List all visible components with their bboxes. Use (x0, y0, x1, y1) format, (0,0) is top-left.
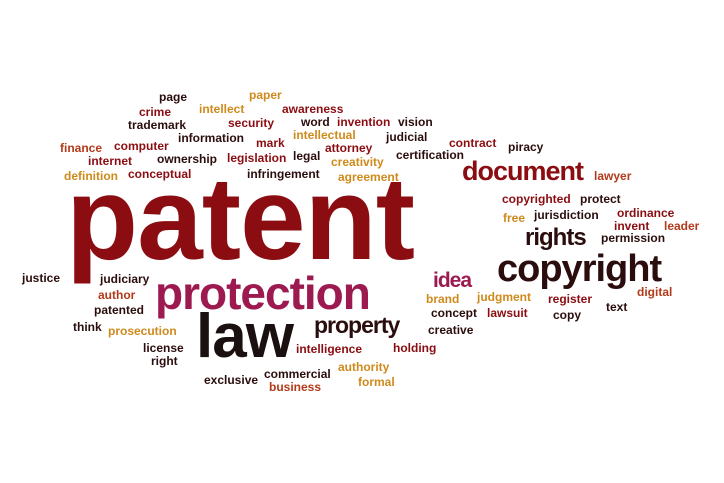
word-patented: patented (94, 303, 145, 317)
word-document: document (462, 156, 584, 186)
word-business: business (269, 380, 322, 394)
word-lawsuit: lawsuit (487, 306, 528, 320)
word-invention: invention (337, 115, 391, 129)
word-jurisdiction: jurisdiction (534, 208, 599, 222)
word-author: author (98, 288, 136, 302)
word-lawyer: lawyer (594, 169, 632, 183)
word-rights: rights (525, 224, 587, 251)
word-license: license (143, 341, 184, 355)
word-infringement: infringement (247, 167, 320, 181)
word-intelligence: intelligence (296, 342, 363, 356)
word-patent: patent (66, 153, 415, 285)
word-copyright: copyright (497, 248, 662, 290)
word-brand: brand (426, 292, 460, 306)
word-judgment: judgment (477, 290, 531, 304)
word-piracy: piracy (508, 140, 544, 154)
word-intellectual: intellectual (293, 128, 356, 142)
word-commercial: commercial (264, 367, 331, 381)
word-exclusive: exclusive (204, 373, 259, 387)
word-awareness: awareness (282, 102, 344, 116)
word-think: think (73, 320, 102, 334)
word-law: law (196, 302, 294, 371)
word-property: property (314, 312, 400, 338)
word-invent: invent (614, 219, 650, 233)
word-internet: internet (88, 154, 133, 168)
word-computer: computer (114, 139, 169, 153)
word-holding: holding (393, 341, 437, 355)
word-contract: contract (449, 136, 497, 150)
word-intellect: intellect (199, 102, 245, 116)
word-protect: protect (580, 192, 621, 206)
word-mark: mark (256, 136, 285, 150)
word-agreement: agreement (338, 170, 399, 184)
word-conceptual: conceptual (128, 167, 192, 181)
word-legislation: legislation (227, 151, 287, 165)
word-text: text (606, 300, 628, 314)
word-crime: crime (139, 105, 172, 119)
word-digital: digital (637, 285, 673, 299)
word-copyrighted: copyrighted (502, 192, 571, 206)
word-paper: paper (249, 88, 282, 102)
word-right: right (151, 354, 178, 368)
word-authority: authority (338, 360, 390, 374)
word-legal: legal (293, 149, 321, 163)
word-security: security (228, 116, 275, 130)
word-register: register (548, 292, 593, 306)
word-word: word (301, 115, 330, 129)
word-copy: copy (553, 308, 582, 322)
word-creative: creative (428, 323, 474, 337)
word-permission: permission (601, 231, 666, 245)
word-concept: concept (431, 306, 478, 320)
word-page: page (159, 90, 188, 104)
word-information: information (178, 131, 244, 145)
word-formal: formal (358, 375, 395, 389)
word-finance: finance (60, 141, 103, 155)
word-vision: vision (398, 115, 433, 129)
word-certification: certification (396, 148, 465, 162)
word-idea: idea (433, 269, 472, 292)
word-ownership: ownership (157, 152, 218, 166)
word-leader: leader (664, 219, 700, 233)
word-prosecution: prosecution (108, 324, 177, 338)
word-judicial: judicial (386, 130, 428, 144)
word-justice: justice (22, 271, 61, 285)
word-attorney: attorney (325, 141, 373, 155)
word-creativity: creativity (331, 155, 384, 169)
word-definition: definition (64, 169, 118, 183)
word-trademark: trademark (128, 118, 187, 132)
word-ordinance: ordinance (617, 206, 675, 220)
word-protection: protection (155, 267, 371, 319)
word-free: free (503, 211, 526, 225)
word-judiciary: judiciary (100, 272, 150, 286)
